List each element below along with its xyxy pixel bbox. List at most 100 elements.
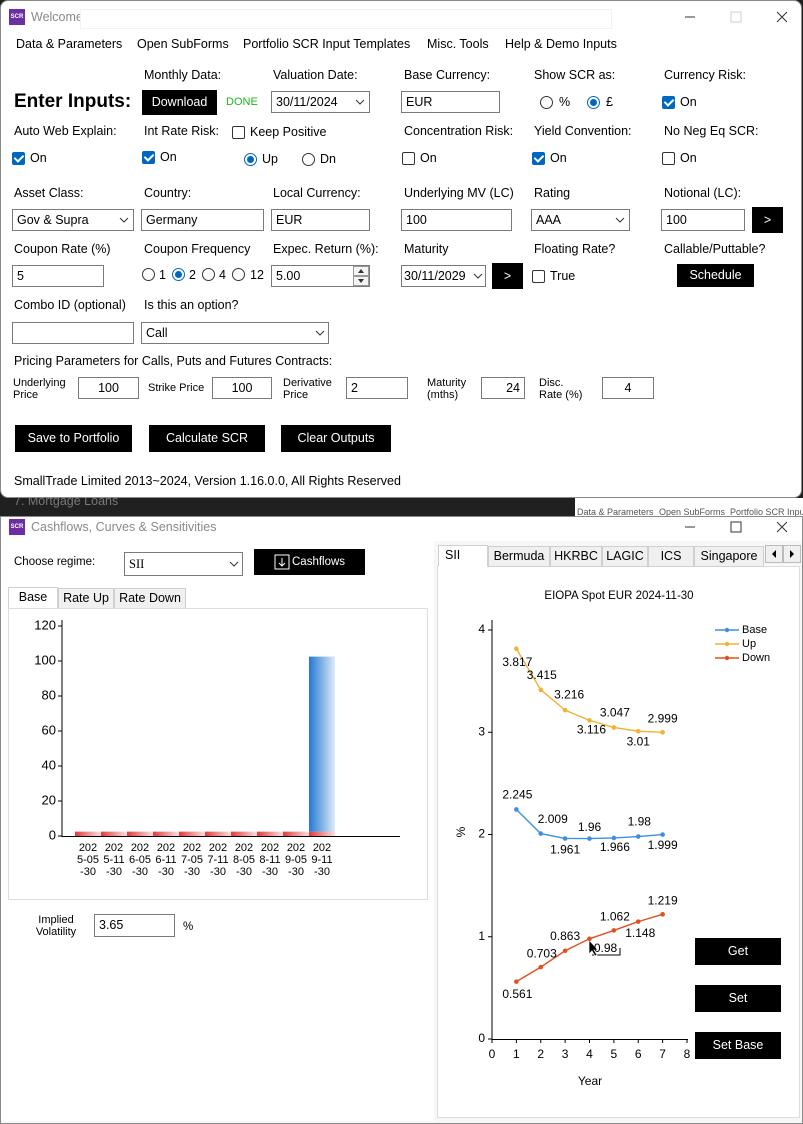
window-controls[interactable] bbox=[680, 518, 795, 538]
menu-item[interactable]: Data & Parameters bbox=[16, 37, 123, 51]
checkbox-label: On bbox=[680, 95, 697, 109]
checkbox-label: On bbox=[160, 150, 177, 164]
field-label: Show SCR as: bbox=[534, 68, 616, 82]
maturity-button[interactable]: > bbox=[492, 263, 523, 289]
field-label: Asset Class: bbox=[14, 186, 84, 200]
regime-tab[interactable]: SII bbox=[438, 545, 488, 567]
regime-tab[interactable]: Bermuda bbox=[488, 546, 550, 567]
radio-label: 2 bbox=[189, 268, 196, 282]
spin-box[interactable]: 5.00 bbox=[271, 265, 370, 287]
field-label: Notional (LC): bbox=[664, 186, 742, 200]
checkbox[interactable] bbox=[662, 96, 675, 109]
menu-item[interactable]: Portfolio SCR Input Templates bbox=[243, 37, 411, 51]
curve-button[interactable]: Set Base bbox=[695, 1032, 781, 1059]
text-box[interactable]: Germany bbox=[141, 209, 264, 231]
checkbox[interactable] bbox=[662, 152, 675, 165]
checkbox[interactable] bbox=[402, 152, 415, 165]
radio[interactable] bbox=[244, 153, 257, 166]
action-button[interactable]: Save to Portfolio bbox=[15, 425, 132, 452]
close[interactable] bbox=[776, 521, 788, 533]
text-box[interactable]: 24 bbox=[481, 377, 525, 399]
schedule-button[interactable]: Schedule bbox=[677, 264, 754, 287]
field-label: No Neg Eq SCR: bbox=[664, 124, 759, 138]
tab[interactable]: Rate Up bbox=[58, 588, 114, 609]
field-label: Auto Web Explain: bbox=[14, 124, 117, 138]
curve-button[interactable]: Get bbox=[695, 938, 781, 965]
field-label: Floating Rate? bbox=[534, 242, 616, 256]
download-button[interactable]: Download bbox=[142, 90, 217, 115]
menu-item[interactable]: Help & Demo Inputs bbox=[505, 37, 617, 51]
notional-button[interactable]: > bbox=[752, 207, 783, 233]
spin-arrows[interactable] bbox=[353, 266, 369, 286]
window-title: Cashflows, Curves & Sensitivities bbox=[31, 520, 217, 534]
checkbox-label: Keep Positive bbox=[250, 125, 327, 139]
menu-item[interactable]: Misc. Tools bbox=[427, 37, 489, 51]
text-box[interactable]: 100 bbox=[212, 377, 272, 399]
checkbox-label: On bbox=[30, 151, 47, 165]
close[interactable] bbox=[776, 11, 788, 23]
curve-button[interactable]: Set bbox=[695, 985, 781, 1012]
radio[interactable] bbox=[172, 268, 185, 281]
regime-tab[interactable]: HKRBC bbox=[550, 546, 602, 567]
regime-tab[interactable]: Singapore bbox=[694, 546, 764, 567]
action-button[interactable]: Calculate SCR bbox=[149, 425, 265, 452]
date-picker[interactable]: 30/11/2029 bbox=[401, 265, 486, 287]
dropdown-arrow bbox=[355, 99, 365, 105]
text-box[interactable]: EUR bbox=[401, 91, 500, 113]
radio[interactable] bbox=[232, 268, 245, 281]
x-tick-label: 2027-05-30 bbox=[180, 842, 204, 878]
app-icon: SCR bbox=[9, 9, 25, 25]
text-box[interactable]: 4 bbox=[602, 377, 654, 399]
dropdown[interactable]: Call bbox=[141, 322, 329, 344]
tab[interactable]: Rate Down bbox=[114, 588, 186, 609]
field-label: Underlying MV (LC) bbox=[404, 186, 514, 200]
dropdown-arrow bbox=[473, 273, 483, 279]
background-menu-item: Portfolio SCR Input bbox=[730, 507, 803, 517]
radio[interactable] bbox=[540, 96, 553, 109]
dropdown[interactable]: Gov & Supra bbox=[12, 209, 134, 231]
radio-label: £ bbox=[606, 95, 613, 109]
checkbox[interactable] bbox=[532, 152, 545, 165]
tab[interactable]: Base bbox=[8, 587, 58, 609]
checkbox[interactable] bbox=[142, 151, 155, 164]
radio[interactable] bbox=[302, 153, 315, 166]
field-label: Concentration Risk: bbox=[404, 124, 514, 138]
text-box[interactable]: 100 bbox=[401, 209, 512, 231]
checkbox[interactable] bbox=[532, 270, 545, 283]
dropdown[interactable]: SII bbox=[124, 552, 243, 576]
radio[interactable] bbox=[202, 268, 215, 281]
cashflows-button-label[interactable]: Cashflows bbox=[292, 556, 346, 568]
text-box[interactable]: 3.65 bbox=[94, 914, 175, 937]
field-label: Country: bbox=[144, 186, 192, 200]
radio[interactable] bbox=[142, 268, 155, 281]
dropdown[interactable]: AAA bbox=[531, 209, 630, 231]
text-box[interactable]: 2 bbox=[346, 377, 408, 399]
x-tick-label: 2027-11-30 bbox=[207, 842, 229, 878]
x-tick-label: 2026-11-30 bbox=[155, 842, 177, 878]
text-box[interactable]: 100 bbox=[78, 377, 139, 399]
regime-tab[interactable]: ICS bbox=[648, 546, 694, 567]
menu-item[interactable]: Open SubForms bbox=[137, 37, 229, 51]
window-controls[interactable] bbox=[680, 8, 795, 28]
radio-label: 1 bbox=[159, 268, 166, 282]
field-label: Maturity (mths) bbox=[427, 377, 467, 401]
checkbox-label: On bbox=[550, 151, 567, 165]
field-label: Base Currency: bbox=[404, 68, 491, 82]
cashflows-button[interactable] bbox=[254, 549, 365, 575]
maximize[interactable] bbox=[730, 521, 742, 533]
checkbox-label: True bbox=[550, 269, 576, 283]
text-box[interactable]: 5 bbox=[12, 265, 104, 287]
regime-tab[interactable]: LAGIC bbox=[602, 546, 648, 567]
tab-scroll[interactable] bbox=[765, 545, 801, 563]
date-picker[interactable]: 30/11/2024 bbox=[271, 91, 370, 113]
field-label: Monthly Data: bbox=[144, 68, 222, 82]
text-box[interactable]: 100 bbox=[661, 209, 745, 231]
action-button[interactable]: Clear Outputs bbox=[281, 425, 391, 452]
checkbox[interactable] bbox=[12, 152, 25, 165]
section-title: Pricing Parameters for Calls, Puts and F… bbox=[14, 354, 333, 368]
text-box[interactable]: EUR bbox=[271, 209, 370, 231]
radio[interactable] bbox=[587, 96, 600, 109]
radio-label: Up bbox=[262, 152, 278, 166]
text-box[interactable] bbox=[12, 322, 134, 344]
checkbox[interactable] bbox=[232, 126, 245, 139]
